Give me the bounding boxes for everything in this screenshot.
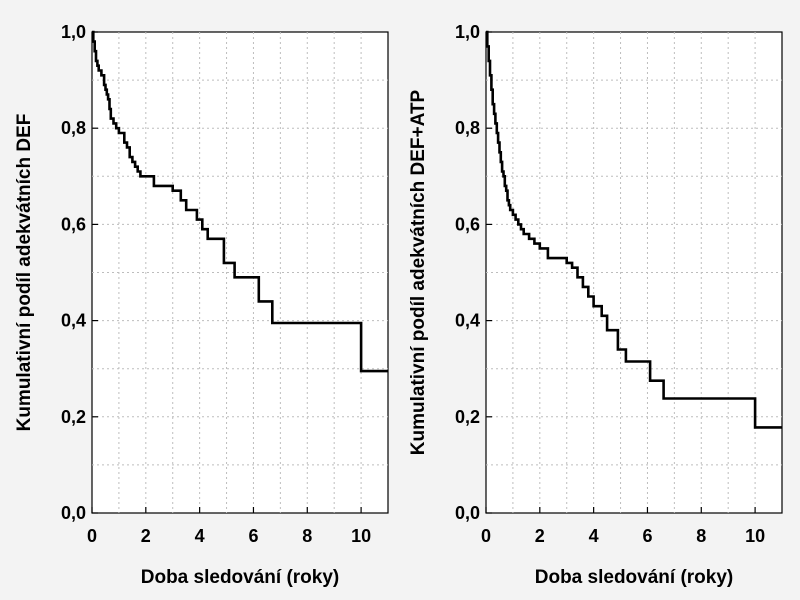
y-axis-label: Kumulativní podíl adekvátních DEF [14, 114, 35, 432]
y-tick-label: 0,2 [61, 407, 86, 427]
x-tick-label: 6 [642, 526, 652, 546]
y-tick-label: 1,0 [455, 22, 480, 42]
y-tick-label: 0,6 [455, 214, 480, 234]
chart-panel-def-atp: 0 2 4 6 8 10 0,0 0,2 0,4 0,6 0,8 1,0 Doba sledování … [408, 22, 783, 588]
x-tick-label: 8 [696, 526, 706, 546]
y-tick-label: 0,6 [61, 214, 86, 234]
survival-curve [92, 30, 388, 373]
y-tick-label: 0,8 [61, 118, 86, 138]
x-tick-label: 10 [745, 526, 765, 546]
chart-panel-def: 0 2 4 6 8 10 0,0 0,2 0,4 0,6 0,8 1,0 Doba sledování … [14, 22, 389, 588]
x-axis-label: Doba sledování (roky) [141, 567, 340, 588]
y-tick-label: 0,0 [455, 503, 480, 523]
x-tick-label: 4 [589, 526, 599, 546]
y-tick-label: 0,0 [61, 503, 86, 523]
x-axis-label: Doba sledování (roky) [535, 567, 734, 588]
x-tick-label: 4 [195, 526, 205, 546]
y-tick-label: 1,0 [61, 22, 86, 42]
y-tick-label: 0,4 [61, 311, 86, 331]
x-tick-label: 2 [535, 526, 545, 546]
y-tick-label: 0,8 [455, 118, 480, 138]
y-tick-label: 0,2 [455, 407, 480, 427]
x-tick-label: 10 [351, 526, 371, 546]
x-tick-label: 0 [87, 526, 97, 546]
survival-curve [486, 30, 782, 429]
y-axis-label: Kumulativní podíl adekvátních DEF+ATP [408, 89, 429, 455]
y-tick-label: 0,4 [455, 311, 480, 331]
x-tick-label: 6 [248, 526, 258, 546]
x-tick-label: 0 [481, 526, 491, 546]
x-tick-label: 8 [302, 526, 312, 546]
x-tick-label: 2 [141, 526, 151, 546]
